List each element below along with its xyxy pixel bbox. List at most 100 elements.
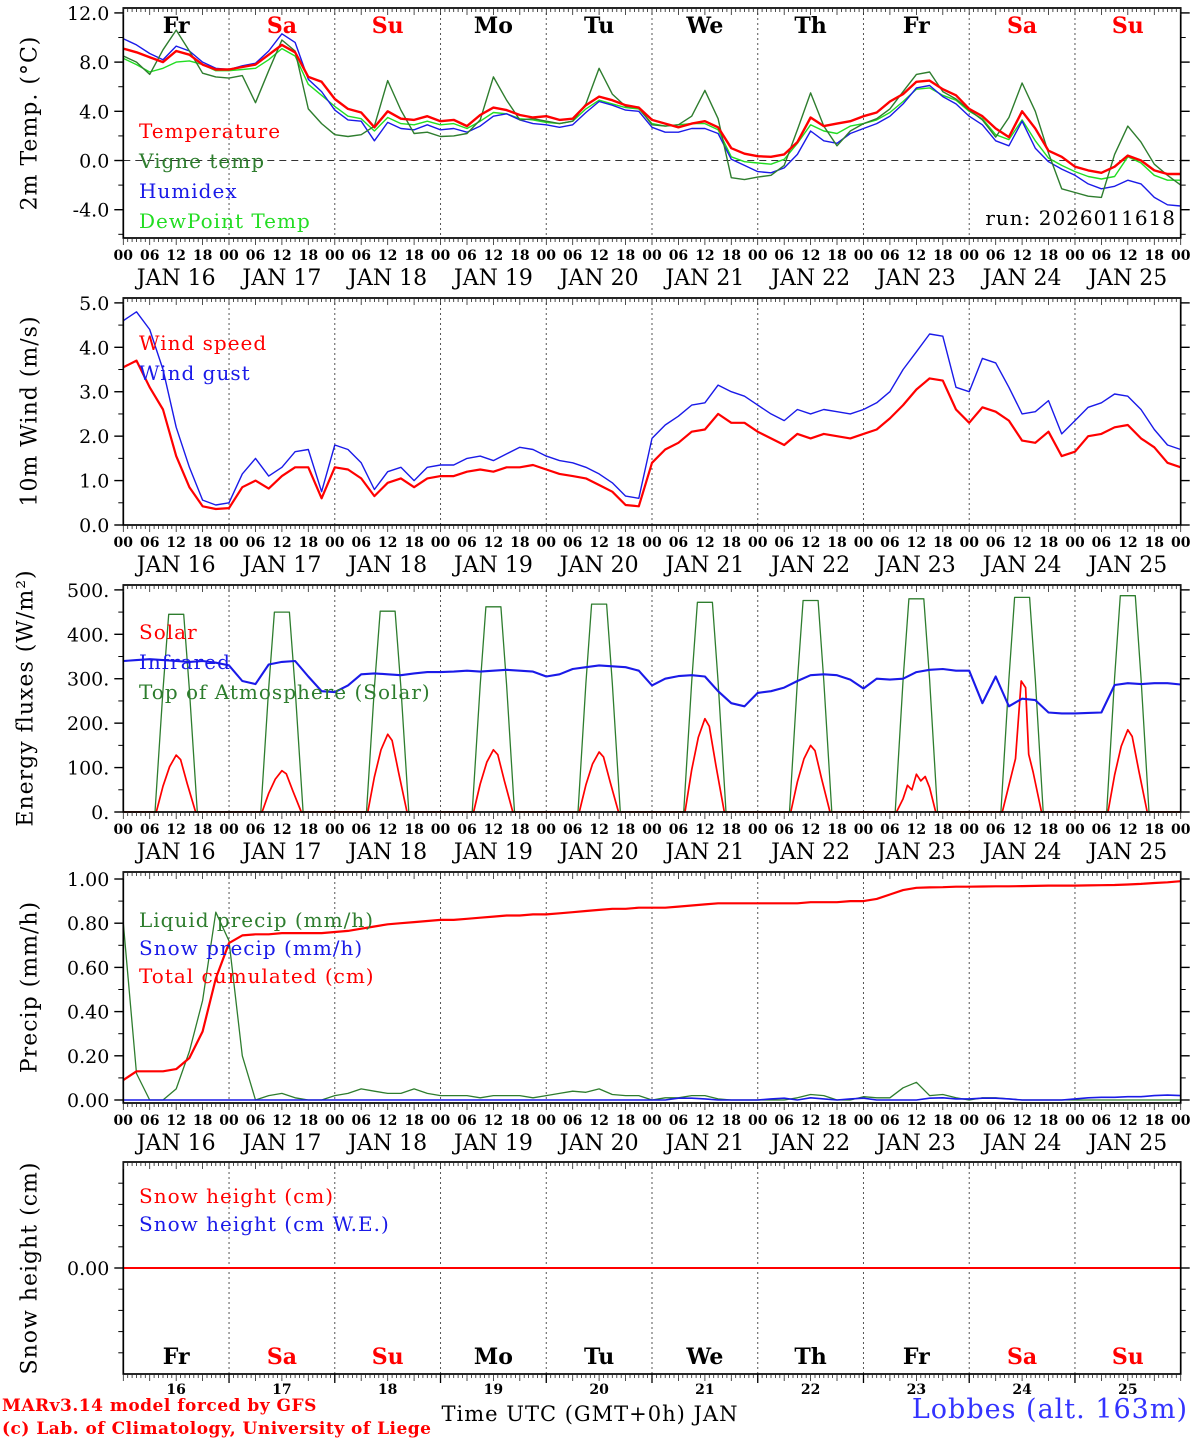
svg-text:18: 18 xyxy=(616,535,635,551)
legend-item-temperature: Temperature xyxy=(139,119,282,143)
svg-text:12: 12 xyxy=(1118,248,1137,264)
svg-text:12: 12 xyxy=(1118,535,1137,551)
svg-text:12: 12 xyxy=(166,535,185,551)
svg-text:12: 12 xyxy=(695,248,714,264)
svg-text:12: 12 xyxy=(907,535,926,551)
svg-text:18: 18 xyxy=(1039,1113,1058,1129)
svg-text:00: 00 xyxy=(219,1113,239,1129)
svg-text:18: 18 xyxy=(510,822,529,838)
svg-text:JAN 18: JAN 18 xyxy=(346,1131,427,1156)
svg-text:18: 18 xyxy=(510,535,529,551)
svg-text:00: 00 xyxy=(325,248,345,264)
svg-text:Th: Th xyxy=(794,13,826,39)
svg-text:00: 00 xyxy=(959,1113,979,1129)
svg-text:0.00: 0.00 xyxy=(67,1090,109,1112)
svg-text:06: 06 xyxy=(880,1113,899,1129)
svg-text:00: 00 xyxy=(114,1113,134,1129)
svg-text:12: 12 xyxy=(695,1113,714,1129)
legend-item-solar: Solar xyxy=(139,620,198,644)
svg-text:20: 20 xyxy=(589,1382,609,1398)
svg-text:JAN 18: JAN 18 xyxy=(346,553,427,578)
svg-text:06: 06 xyxy=(457,822,476,838)
svg-text:00: 00 xyxy=(537,1113,557,1129)
svg-text:JAN 22: JAN 22 xyxy=(769,266,850,291)
svg-text:06: 06 xyxy=(1092,248,1111,264)
svg-text:4.0: 4.0 xyxy=(79,337,109,359)
svg-text:JAN 25: JAN 25 xyxy=(1086,553,1167,578)
svg-text:JAN 23: JAN 23 xyxy=(875,840,956,865)
svg-text:00: 00 xyxy=(748,535,768,551)
svg-text:00: 00 xyxy=(537,822,557,838)
svg-text:0.: 0. xyxy=(91,802,109,824)
svg-text:00: 00 xyxy=(642,822,662,838)
svg-text:18: 18 xyxy=(616,1113,635,1129)
svg-text:JAN 17: JAN 17 xyxy=(240,840,321,865)
svg-text:5.0: 5.0 xyxy=(79,293,109,315)
series-dewpoint-temp xyxy=(123,47,1181,181)
legend-item-vigne-temp: Vigne temp xyxy=(139,149,266,173)
svg-text:Su: Su xyxy=(1112,13,1144,39)
svg-text:00: 00 xyxy=(325,822,345,838)
svg-text:JAN 16: JAN 16 xyxy=(135,1131,216,1156)
svg-text:0.40: 0.40 xyxy=(67,1002,109,1024)
svg-text:06: 06 xyxy=(774,822,793,838)
svg-text:JAN 18: JAN 18 xyxy=(346,266,427,291)
svg-text:00: 00 xyxy=(959,535,979,551)
footer-model-credit: MARv3.14 model forced by GFS xyxy=(2,1396,317,1416)
svg-text:00: 00 xyxy=(854,248,874,264)
legend-precip-panel: Liquid precip (mm/h) Snow precip (mm/h) … xyxy=(139,906,375,990)
svg-text:18: 18 xyxy=(1039,535,1058,551)
svg-text:00: 00 xyxy=(854,822,874,838)
svg-text:Sa: Sa xyxy=(1007,13,1037,39)
svg-text:JAN 24: JAN 24 xyxy=(981,1131,1062,1156)
run-timestamp-label: run: 2026011618 xyxy=(985,206,1176,230)
svg-text:JAN 17: JAN 17 xyxy=(240,1131,321,1156)
svg-text:12: 12 xyxy=(1118,1113,1137,1129)
svg-text:Su: Su xyxy=(372,13,404,39)
svg-text:06: 06 xyxy=(986,822,1005,838)
svg-text:JAN 20: JAN 20 xyxy=(558,553,639,578)
svg-text:JAN 18: JAN 18 xyxy=(346,840,427,865)
svg-text:JAN 23: JAN 23 xyxy=(875,553,956,578)
svg-text:00: 00 xyxy=(114,535,134,551)
svg-text:00: 00 xyxy=(1065,248,1085,264)
svg-text:12: 12 xyxy=(801,1113,820,1129)
svg-text:12: 12 xyxy=(589,248,608,264)
legend-item-snow-height-we: Snow height (cm W.E.) xyxy=(139,1212,390,1236)
svg-text:06: 06 xyxy=(774,535,793,551)
svg-text:06: 06 xyxy=(1092,535,1111,551)
svg-text:Fr: Fr xyxy=(163,13,190,39)
svg-text:18: 18 xyxy=(299,248,318,264)
svg-text:12: 12 xyxy=(589,822,608,838)
svg-text:12: 12 xyxy=(272,1113,291,1129)
svg-text:300.: 300. xyxy=(67,669,109,691)
svg-text:8.0: 8.0 xyxy=(79,52,109,74)
legend-item-cumulated: Total cumulated (cm) xyxy=(139,964,375,988)
svg-text:12: 12 xyxy=(166,822,185,838)
svg-text:JAN 21: JAN 21 xyxy=(663,1131,744,1156)
svg-text:00: 00 xyxy=(431,535,451,551)
svg-text:21: 21 xyxy=(695,1382,714,1398)
svg-text:06: 06 xyxy=(880,248,899,264)
svg-text:JAN 16: JAN 16 xyxy=(135,840,216,865)
svg-text:We: We xyxy=(685,13,723,39)
svg-text:18: 18 xyxy=(193,535,212,551)
svg-text:JAN 20: JAN 20 xyxy=(558,840,639,865)
svg-text:00: 00 xyxy=(748,248,768,264)
svg-text:12: 12 xyxy=(1012,248,1031,264)
svg-text:18: 18 xyxy=(1145,248,1164,264)
svg-text:-4.0: -4.0 xyxy=(73,200,110,222)
svg-text:JAN 21: JAN 21 xyxy=(663,840,744,865)
svg-text:12: 12 xyxy=(378,535,397,551)
svg-text:18: 18 xyxy=(1145,535,1164,551)
svg-text:12: 12 xyxy=(378,822,397,838)
svg-text:Mo: Mo xyxy=(474,1344,513,1370)
svg-text:00: 00 xyxy=(537,248,557,264)
svg-text:2.0: 2.0 xyxy=(79,426,109,448)
svg-text:19: 19 xyxy=(484,1382,503,1398)
svg-text:18: 18 xyxy=(1039,248,1058,264)
svg-text:JAN 16: JAN 16 xyxy=(135,266,216,291)
footer-x-axis-title: Time UTC (GMT+0h) JAN xyxy=(441,1402,739,1426)
svg-text:06: 06 xyxy=(1092,822,1111,838)
